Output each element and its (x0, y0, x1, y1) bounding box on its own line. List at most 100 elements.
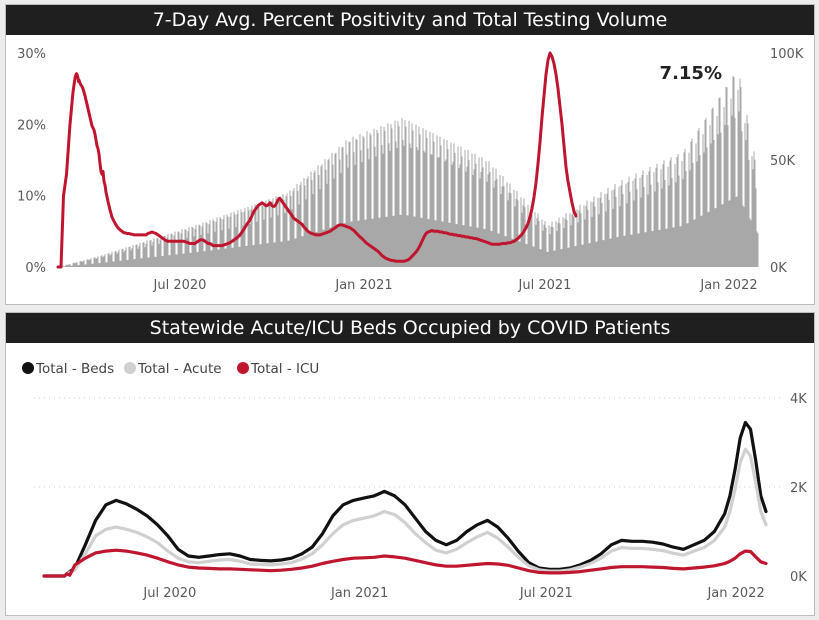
testing-volume-bar (715, 207, 717, 267)
legend-item-total-beds[interactable]: Total - Beds (22, 361, 114, 377)
testing-volume-bar (653, 172, 655, 267)
testing-volume-bar (382, 153, 384, 267)
testing-volume-bar (544, 221, 546, 267)
testing-volume-bar (371, 218, 373, 267)
testing-volume-bar (158, 243, 160, 267)
testing-volume-bar (416, 147, 418, 267)
testing-volume-bar (707, 212, 709, 267)
testing-volume-bar (600, 192, 602, 267)
testing-volume-bar (223, 215, 225, 267)
testing-volume-bar (730, 98, 732, 267)
testing-volume-bar (506, 182, 508, 267)
testing-volume-bar (666, 228, 668, 267)
testing-volume-bar (418, 126, 420, 267)
testing-volume-bar (522, 205, 524, 267)
testing-volume-bar (439, 136, 441, 267)
testing-volume-bar (424, 152, 426, 267)
testing-volume-bar (267, 243, 269, 267)
testing-volume-bar (683, 152, 685, 267)
testing-volume-bar (557, 222, 559, 267)
testing-volume-bar (293, 188, 295, 267)
testing-volume-bar (212, 219, 214, 267)
testing-volume-bar (698, 128, 700, 267)
testing-volume-bar (73, 262, 75, 267)
testing-volume-bar (232, 247, 234, 267)
testing-volume-bar (453, 143, 455, 267)
testing-volume-bar (311, 180, 313, 267)
testing-volume-bar (306, 178, 308, 267)
testing-volume-bar (433, 141, 435, 267)
testing-volume-bar (360, 150, 362, 267)
legend-item-total-acute[interactable]: Total - Acute (124, 361, 222, 377)
testing-volume-bar (313, 172, 315, 267)
testing-volume-bar (63, 266, 65, 267)
testing-volume-bar (110, 254, 112, 267)
testing-volume-bar (656, 163, 658, 267)
testing-volume-bar (290, 196, 292, 267)
testing-volume-bar (470, 226, 472, 267)
testing-volume-bar (330, 227, 332, 267)
testing-volume-bar (260, 244, 262, 267)
testing-volume-bar (452, 161, 454, 267)
testing-volume-bar (466, 166, 468, 267)
legend-item-total-icu[interactable]: Total - ICU (237, 361, 319, 377)
testing-volume-bar (187, 231, 189, 267)
testing-volume-bar (340, 173, 342, 267)
testing-volume-bar (169, 255, 171, 267)
testing-volume-bar (120, 260, 122, 267)
testing-volume-bar (208, 224, 210, 267)
testing-volume-bar (172, 240, 174, 267)
beds-legend[interactable]: Total - Beds Total - Acute Total - ICU (22, 361, 319, 377)
testing-volume-bar (717, 134, 719, 267)
testing-volume-bar (272, 198, 274, 267)
testing-volume-bar (201, 226, 203, 267)
testing-volume-bar (164, 235, 166, 267)
testing-volume-bars (58, 76, 759, 268)
testing-volume-bar (113, 261, 115, 267)
testing-volume-bar (362, 135, 364, 267)
testing-volume-bar (739, 78, 741, 267)
testing-volume-bar (511, 238, 513, 267)
testing-volume-bar (733, 77, 735, 267)
testing-volume-bar (102, 257, 104, 267)
testing-volume-bar (235, 227, 237, 267)
positivity-line (56, 51, 578, 269)
testing-volume-bar (323, 229, 325, 267)
testing-volume-bar (592, 202, 594, 267)
testing-volume-bar (485, 161, 487, 267)
testing-volume-bar (635, 173, 637, 267)
testing-volume-bar (446, 140, 448, 267)
testing-volume-bar (609, 238, 611, 267)
testing-volume-bar (530, 206, 532, 267)
testing-volume-bar (676, 157, 678, 267)
testing-volume-bar (161, 256, 163, 267)
testing-volume-bar (402, 139, 404, 267)
testing-volume-bar (131, 248, 133, 267)
positivity-callout: 7.15% (660, 63, 722, 84)
testing-volume-bar (273, 242, 275, 267)
testing-volume-bar (558, 217, 560, 267)
testing-volume-bar (534, 212, 536, 267)
testing-volume-bar (529, 211, 531, 267)
testing-volume-bar (144, 247, 146, 267)
testing-volume-bar (255, 207, 257, 267)
testing-volume-bar (474, 153, 476, 267)
testing-volume-bar (686, 223, 688, 267)
testing-volume-bar (651, 231, 653, 267)
testing-volume-bar (162, 255, 164, 267)
testing-volume-bar (710, 143, 712, 267)
testing-volume-bar (224, 248, 226, 267)
testing-volume-bar (590, 201, 592, 267)
testing-volume-bar (361, 162, 363, 267)
testing-volume-bar (329, 227, 331, 267)
testing-volume-bar (238, 246, 240, 267)
testing-volume-bar (657, 182, 659, 267)
testing-volume-bar (129, 246, 131, 267)
testing-volume-bar (615, 196, 617, 267)
testing-volume-bar (358, 220, 360, 267)
testing-volume-bar (141, 258, 143, 267)
testing-volume-bar (477, 227, 479, 267)
testing-volume-bar (757, 233, 759, 267)
beds-chart[interactable]: Total - Beds Total - Acute Total - ICU 0K 2… (6, 343, 814, 615)
